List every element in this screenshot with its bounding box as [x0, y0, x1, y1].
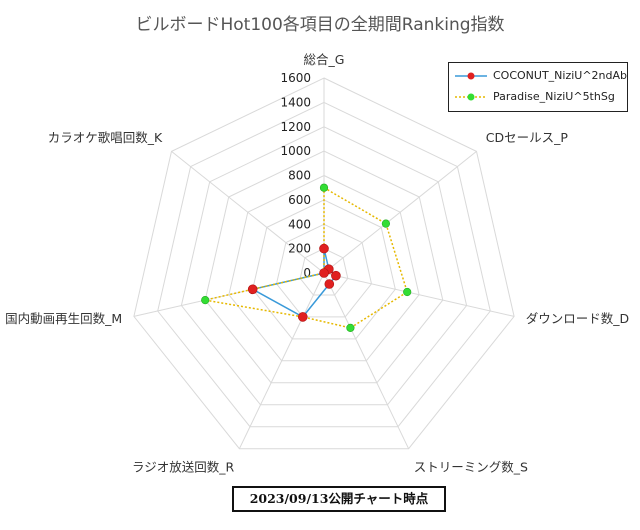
tick-label: 0 — [303, 266, 311, 280]
tick-label: 800 — [288, 169, 311, 183]
grid-ring-8 — [133, 77, 515, 450]
axis-label-0: 総合_G — [304, 52, 345, 67]
axis-label-3: ストリーミング数_S — [414, 460, 528, 475]
series-1-point — [247, 284, 258, 295]
legend: COCONUT_NiziU^2ndAb Paradise_NiziU^5thSg — [448, 62, 628, 112]
spoke-2 — [323, 272, 515, 317]
axis-labels: 総合_G CDセールス_P ダウンロード数_D ストリーミング数_S ラジオ放送回数_R… — [5, 52, 629, 475]
spoke-6 — [171, 151, 325, 274]
tick-label: 1400 — [280, 95, 311, 109]
grid-ring-5 — [204, 150, 444, 384]
grid-ring-4 — [228, 174, 420, 362]
axis-label-5: 国内動画再生回数_M — [5, 311, 122, 326]
series-1-point — [297, 312, 308, 322]
spoke-3 — [323, 272, 410, 449]
legend-label-series-1: COCONUT_NiziU^2ndAb — [493, 69, 628, 82]
axis-label-6: カラオケ歌唱回数_K — [48, 130, 163, 145]
grid-ring-6 — [180, 126, 468, 406]
legend-swatch-series-1 — [455, 72, 487, 80]
legend-swatch-series-2 — [455, 93, 487, 101]
grid-ring-2 — [275, 223, 373, 318]
radial-tick-labels: 0 200 400 600 800 1000 1200 1400 1600 — [280, 71, 311, 280]
series-1-point — [324, 279, 335, 289]
tick-label: 1200 — [280, 120, 311, 134]
series-1-point — [319, 268, 329, 278]
series-2-point — [346, 323, 355, 333]
spoke-1 — [323, 151, 477, 274]
grid-ring-1 — [299, 248, 349, 296]
legend-item-series-2: Paradise_NiziU^5thSg — [449, 89, 627, 105]
series-2-point — [381, 219, 391, 228]
axis-label-2: ダウンロード数_D — [526, 311, 629, 326]
legend-item-series-1: COCONUT_NiziU^2ndAb — [449, 68, 627, 84]
series-1-point — [319, 243, 329, 254]
series-2-point — [319, 183, 329, 192]
spoke-4 — [238, 272, 325, 449]
series-1-point — [331, 270, 341, 281]
grid-ring-7 — [157, 101, 491, 428]
tick-label: 200 — [288, 242, 311, 256]
chart-title: ビルボードHot100各項目の全期間Ranking指数 — [135, 15, 505, 35]
radar-grid — [133, 77, 515, 450]
tick-label: 1600 — [280, 71, 311, 85]
series-2-point — [403, 287, 412, 297]
axis-label-1: CDセールス_P — [486, 130, 569, 145]
grid-ring-3 — [252, 199, 396, 340]
tick-label: 600 — [288, 193, 311, 207]
axis-label-4: ラジオ放送回数_R — [132, 460, 235, 475]
tick-label: 400 — [288, 217, 311, 231]
series-2-point — [201, 296, 210, 305]
legend-label-series-2: Paradise_NiziU^5thSg — [493, 90, 615, 103]
chart-date-note: 2023/09/13公開チャート時点 — [232, 486, 446, 512]
tick-label: 1000 — [280, 144, 311, 158]
series-layer — [201, 183, 412, 333]
